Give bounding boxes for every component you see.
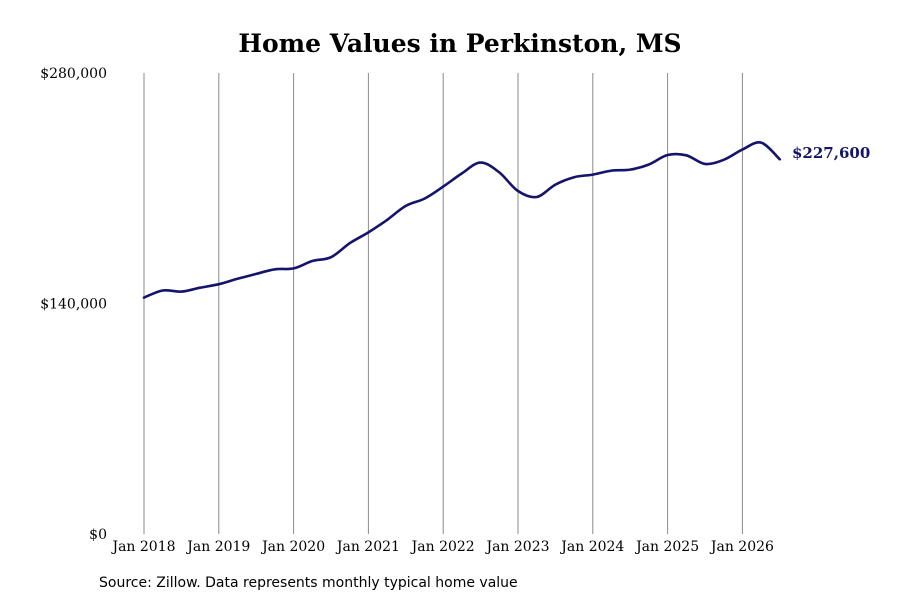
x-tick-label: Jan 2021 [335, 539, 400, 555]
x-tick-label: Jan 2018 [110, 539, 175, 555]
series-line [142, 141, 782, 299]
y-tick-label: $140,000 [40, 297, 107, 313]
x-tick-label: Jan 2022 [410, 539, 475, 555]
x-tick-label: Jan 2025 [634, 539, 699, 555]
x-tick-label: Jan 2024 [559, 539, 624, 555]
x-tick-label: Jan 2026 [709, 539, 774, 555]
end-value-label: $227,600 [792, 144, 870, 162]
gridlines [143, 73, 743, 534]
y-tick-label: $0 [89, 527, 107, 543]
source-note: Source: Zillow. Data represents monthly … [99, 575, 518, 591]
x-axis-ticks: Jan 2018 Jan 2019 Jan 2020 Jan 2021 Jan 2022… [110, 539, 774, 555]
y-axis-ticks: $0 $140,000 $280,000 [40, 66, 107, 543]
x-tick-label: Jan 2023 [484, 539, 549, 555]
y-tick-label: $280,000 [40, 66, 107, 82]
x-tick-label: Jan 2020 [260, 539, 325, 555]
chart-title: Home Values in Perkinston, MS [238, 29, 681, 58]
x-tick-label: Jan 2019 [185, 539, 250, 555]
